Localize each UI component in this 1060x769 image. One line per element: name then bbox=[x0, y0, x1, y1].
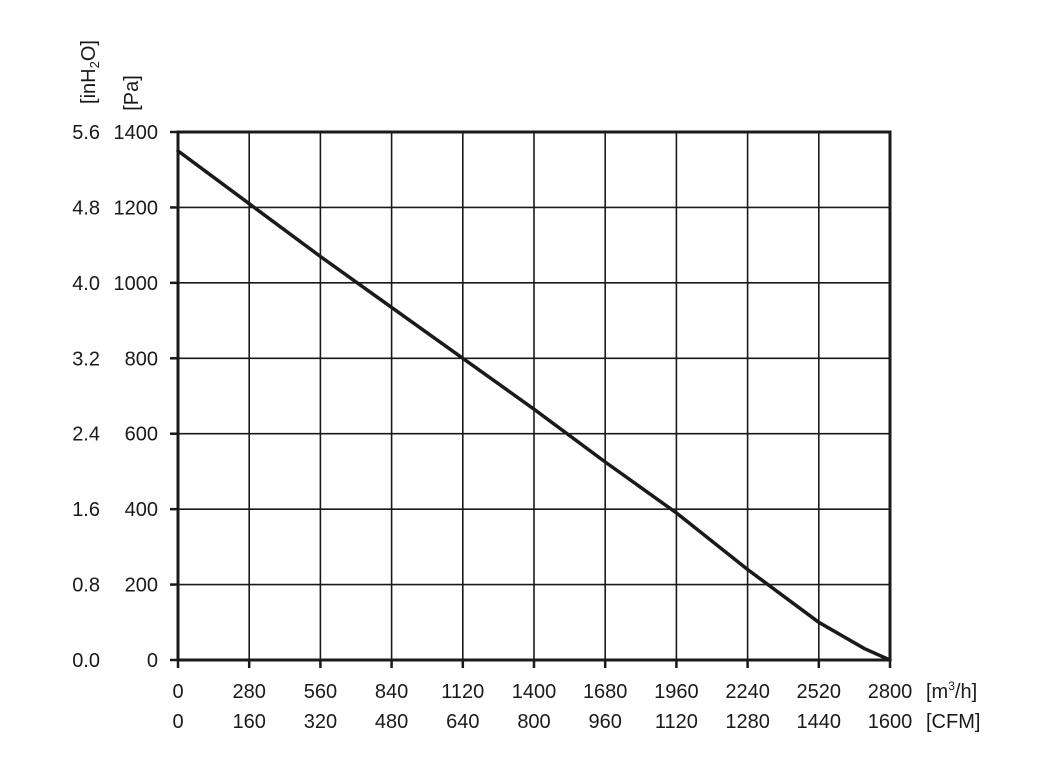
x-tick-label-m3h: 840 bbox=[375, 681, 408, 703]
x-tick-label-m3h: 2240 bbox=[725, 681, 770, 703]
x-tick-label-cfm: 1280 bbox=[725, 711, 770, 733]
y-tick-label-inh2o: 5.6 bbox=[72, 122, 100, 144]
y-tick-label-inh2o: 4.0 bbox=[72, 273, 100, 295]
y-tick-label-inh2o: 2.4 bbox=[72, 424, 100, 446]
x-tick-label-cfm: 1440 bbox=[797, 711, 842, 733]
y-tick-label-pa: 800 bbox=[125, 348, 158, 370]
x-tick-label-m3h: 560 bbox=[304, 681, 337, 703]
x-axis-unit-m3h: [m3/h] bbox=[926, 679, 977, 703]
y-tick-label-inh2o: 0.0 bbox=[72, 650, 100, 672]
x-tick-label-m3h: 280 bbox=[233, 681, 266, 703]
axis-labels: 0 280 560 840 1120 1400 1680 1960 2240 2520 2800 0 1… bbox=[72, 40, 980, 733]
y-tick-label-pa: 200 bbox=[125, 575, 158, 597]
grid-lines bbox=[178, 132, 890, 660]
x-tick-label-cfm: 480 bbox=[375, 711, 408, 733]
x-tick-label-m3h: 2520 bbox=[797, 681, 842, 703]
y-tick-label-pa: 1200 bbox=[114, 197, 159, 219]
x-tick-label-cfm: 0 bbox=[172, 711, 183, 733]
y-tick-label-inh2o: 1.6 bbox=[72, 499, 100, 521]
x-tick-label-cfm: 160 bbox=[233, 711, 266, 733]
x-tick-label-m3h: 2800 bbox=[868, 681, 913, 703]
x-tick-label-cfm: 320 bbox=[304, 711, 337, 733]
x-tick-label-cfm: 1120 bbox=[655, 711, 698, 733]
x-tick-label-cfm: 640 bbox=[446, 711, 479, 733]
x-tick-label-cfm: 800 bbox=[517, 711, 550, 733]
x-axis-unit-cfm: [CFM] bbox=[926, 711, 980, 733]
pressure-curve-line bbox=[176, 149, 892, 662]
y-tick-label-pa: 0 bbox=[147, 650, 158, 672]
x-tick-label-m3h: 1400 bbox=[512, 681, 557, 703]
y-tick-label-pa: 1000 bbox=[114, 273, 159, 295]
y-tick-label-inh2o: 3.2 bbox=[72, 348, 100, 370]
x-tick-label-cfm: 960 bbox=[589, 711, 622, 733]
curve-layer bbox=[176, 149, 892, 662]
y-tick-label-pa: 1400 bbox=[114, 122, 159, 144]
x-tick-label-cfm: 1600 bbox=[868, 711, 913, 733]
plot-frame bbox=[170, 130, 892, 668]
x-tick-label-m3h: 1680 bbox=[583, 681, 628, 703]
x-tick-label-m3h: 1120 bbox=[441, 681, 484, 703]
y-axis-unit-inh2o: [inH2O] bbox=[78, 40, 102, 104]
x-tick-label-m3h: 1960 bbox=[654, 681, 699, 703]
y-tick-label-inh2o: 4.8 bbox=[72, 197, 100, 219]
y-tick-label-inh2o: 0.8 bbox=[72, 575, 100, 597]
y-tick-label-pa: 400 bbox=[125, 499, 158, 521]
x-tick-label-m3h: 0 bbox=[172, 681, 183, 703]
y-tick-label-pa: 600 bbox=[125, 424, 158, 446]
y-axis-unit-pa: [Pa] bbox=[121, 75, 143, 111]
